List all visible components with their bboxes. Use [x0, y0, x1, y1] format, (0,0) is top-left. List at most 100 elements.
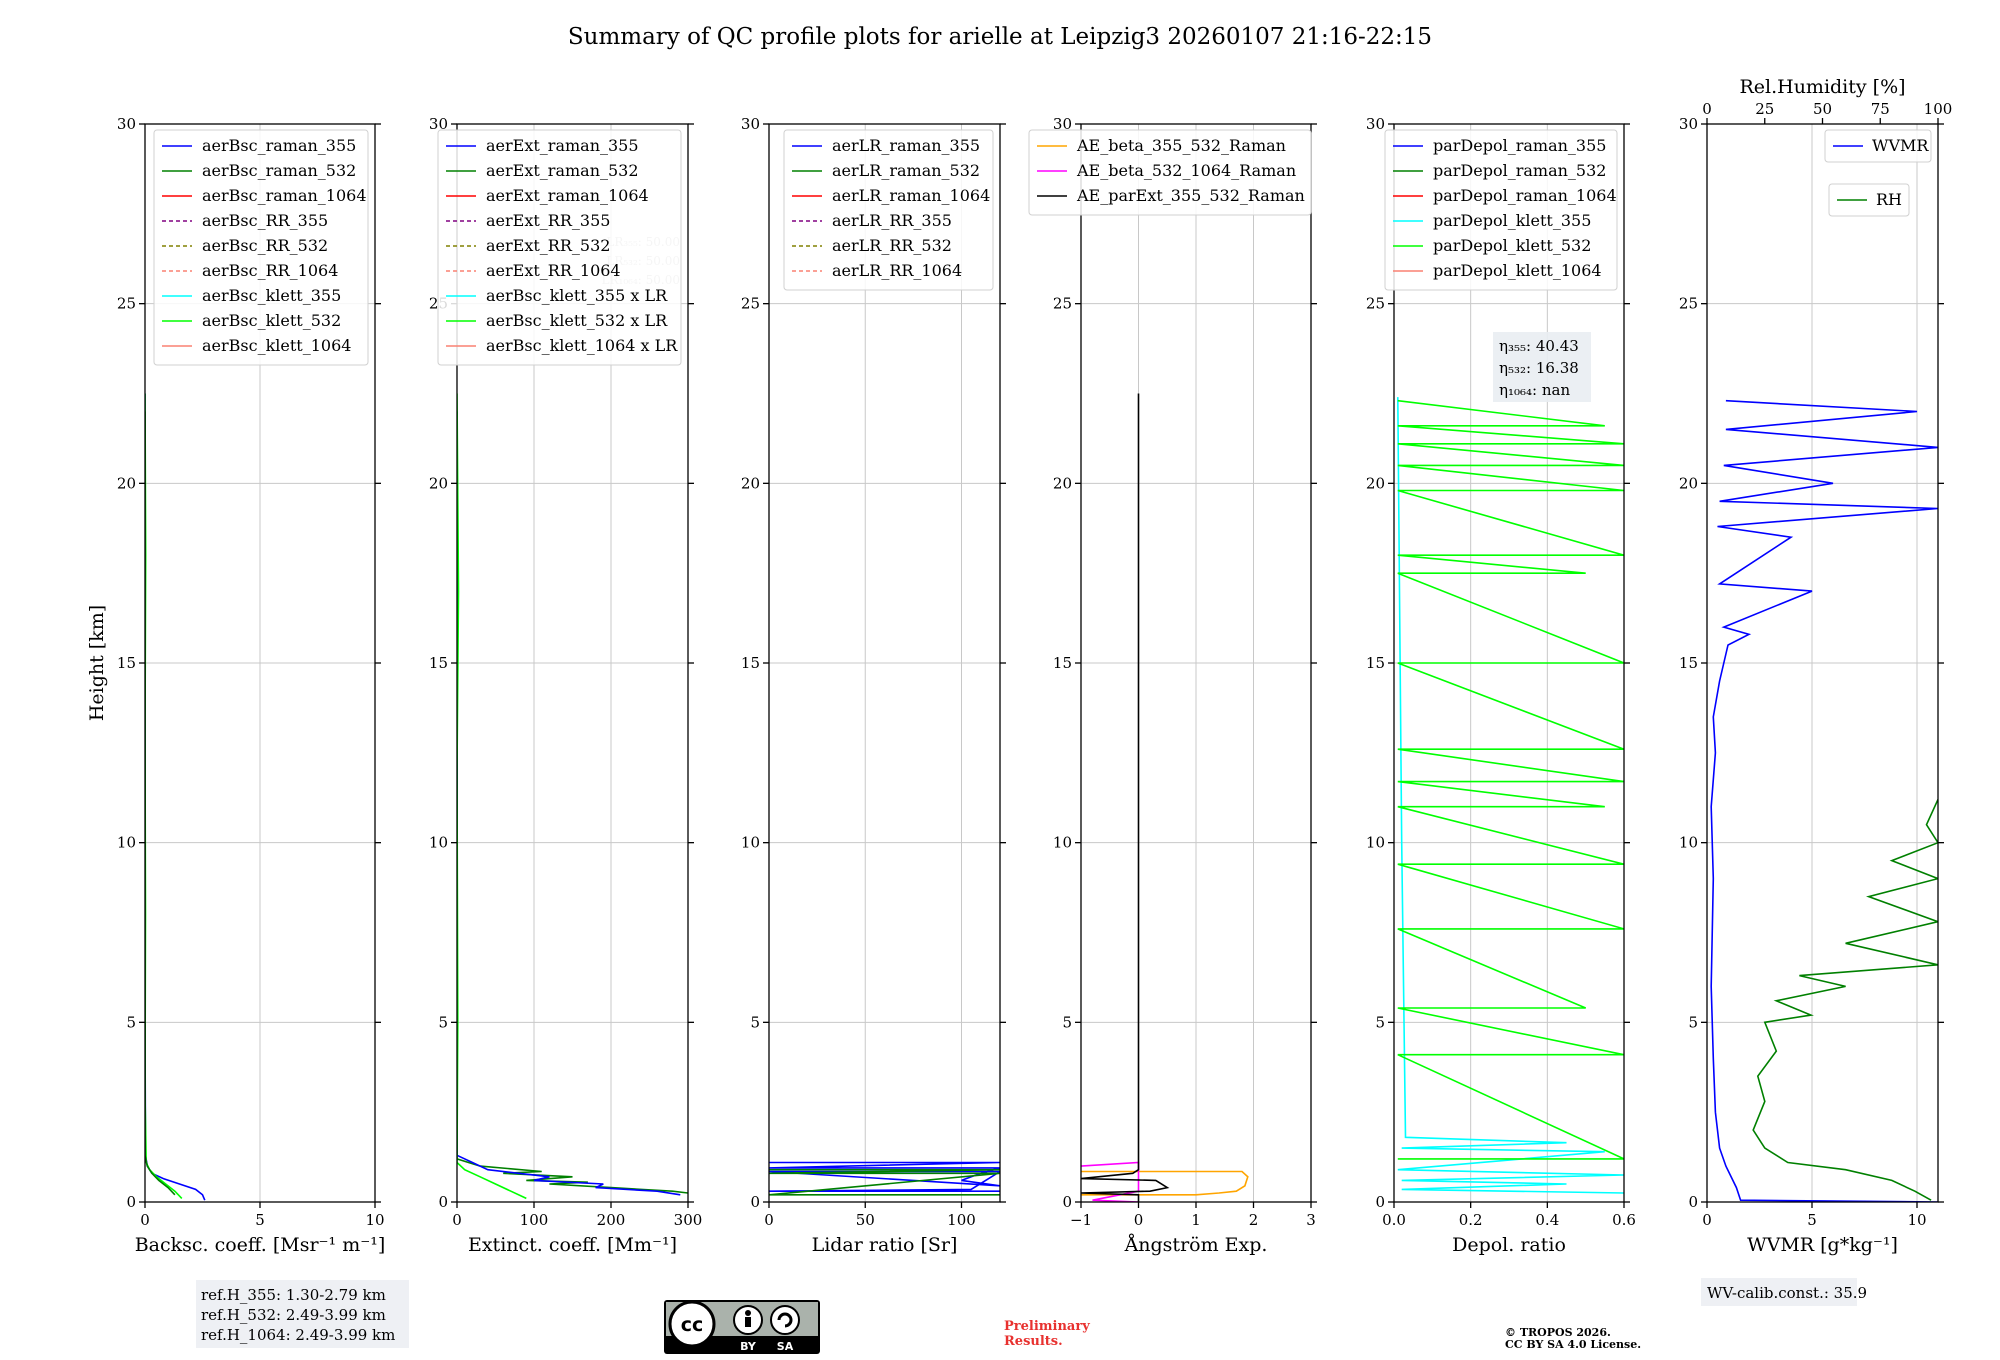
legend-label: parDepol_klett_532	[1433, 236, 1591, 255]
y-tick-label: 25	[1679, 295, 1698, 313]
y-tick-label: 5	[126, 1013, 136, 1031]
top-tick-label: 75	[1871, 100, 1890, 118]
legend-label: aerBsc_raman_1064	[202, 186, 367, 205]
series-line-AE_parExt_355_532_Raman	[1081, 393, 1170, 1202]
legend-box	[783, 129, 994, 291]
legend-label: aerBsc_klett_355 x LR	[486, 286, 668, 305]
legend-box	[1384, 129, 1618, 291]
legend-label: parDepol_raman_532	[1433, 161, 1606, 180]
legend-label: aerBsc_klett_532 x LR	[486, 311, 668, 330]
y-tick-label: 25	[1366, 295, 1385, 313]
legend-wvmr: WVMR	[1824, 129, 1932, 163]
x-axis-label: Ångström Exp.	[1124, 1234, 1268, 1256]
y-tick-label: 15	[1053, 654, 1072, 672]
eta-box: η₃₅₅: 40.43 η₅₃₂: 16.38 η₁₀₆₄: nan	[1493, 332, 1591, 402]
legend-label: AE_beta_532_1064_Raman	[1076, 161, 1296, 180]
wv-calib-bg	[1701, 1278, 1857, 1306]
y-tick-label: 0	[1062, 1193, 1072, 1211]
top-tick-label: 0	[1702, 100, 1712, 118]
y-tick-label: 30	[1679, 115, 1698, 133]
legend-label: aerLR_raman_532	[832, 161, 980, 180]
cc-license-badge: cc BY SA	[664, 1300, 820, 1354]
top-tick-label: 25	[1755, 100, 1774, 118]
y-tick-label: 30	[1053, 115, 1072, 133]
legend: parDepol_raman_355 parDepol_raman_532 parD…	[1384, 129, 1618, 291]
legend-label: aerExt_raman_355	[486, 136, 639, 155]
x-tick-label: 0.2	[1459, 1211, 1483, 1229]
x-tick-label: 0.6	[1612, 1211, 1636, 1229]
legend-label: aerLR_RR_355	[832, 211, 952, 230]
series-line-aerExt_raman_532	[457, 411, 688, 1194]
legend-label: aerLR_raman_355	[832, 136, 980, 155]
y-tick-label: 20	[1366, 474, 1385, 492]
series-group	[1710, 399, 1938, 1202]
panel-depol: 0 5 10 15 20 25 30 0.0 0.2 0.4 0.6 Depol. ratio parD…	[1366, 115, 1636, 1256]
preliminary-line-1: Preliminary	[1004, 1319, 1090, 1334]
x-tick-label: 3	[1306, 1211, 1316, 1229]
y-tick-label: 5	[438, 1013, 448, 1031]
legend-box	[437, 129, 682, 366]
legend: aerExt_raman_355 aerExt_raman_532 aerExt_r…	[437, 129, 682, 366]
x-tick-label: 100	[947, 1211, 976, 1229]
legend-label: aerBsc_RR_1064	[202, 261, 338, 280]
y-tick-label: 25	[1053, 295, 1072, 313]
eta-box-bg	[1493, 332, 1591, 402]
reference-height-text: ref.H_532: 2.49-3.99 km	[201, 1306, 386, 1324]
y-tick-label: 10	[741, 834, 760, 852]
cc-icon	[668, 1300, 716, 1348]
series-group	[1081, 393, 1249, 1202]
legend-label: aerExt_RR_532	[486, 236, 610, 255]
legend: aerLR_raman_355 aerLR_raman_532 aerLR_rama…	[783, 129, 994, 291]
preliminary-line-2: Results.	[1004, 1334, 1063, 1349]
x-tick-label: 1	[1191, 1211, 1201, 1229]
reference-height-bg	[196, 1280, 409, 1348]
eta-value: η₃₅₅: 40.43	[1499, 337, 1579, 355]
y-axis-label: Height [km]	[86, 605, 108, 721]
legend-label: aerBsc_raman_532	[202, 161, 356, 180]
x-tick-label: 0.4	[1535, 1211, 1559, 1229]
series-line-RH	[1752, 799, 1938, 1201]
series-group	[457, 393, 688, 1200]
series-line-aerBsc_raman_355	[145, 393, 206, 1201]
legend-label: RH	[1876, 190, 1902, 209]
legend-label: AE_beta_355_532_Raman	[1076, 136, 1286, 155]
legend-label: AE_parExt_355_532_Raman	[1076, 186, 1305, 205]
y-tick-label: 15	[1366, 654, 1385, 672]
y-tick-label: 5	[750, 1013, 760, 1031]
x-tick-label: −1	[1070, 1211, 1092, 1229]
legend-label: WVMR	[1872, 136, 1929, 155]
x-axis-label: Lidar ratio [Sr]	[812, 1234, 958, 1256]
series-line-parDepol_klett_355	[1397, 397, 1624, 1194]
legend-label: aerLR_RR_1064	[832, 261, 962, 280]
y-tick-label: 10	[1679, 834, 1698, 852]
cc-sa-text: SA	[777, 1340, 794, 1353]
series-group	[1397, 397, 1624, 1194]
legend-label: aerExt_RR_1064	[486, 261, 621, 280]
reference-height-box: ref.H_355: 1.30-2.79 km ref.H_532: 2.49-3…	[196, 1280, 409, 1348]
y-tick-label: 10	[117, 834, 136, 852]
y-tick-label: 30	[741, 115, 760, 133]
legend-box	[153, 129, 369, 366]
y-tick-label: 5	[1688, 1013, 1698, 1031]
y-tick-label: 20	[117, 474, 136, 492]
top-tick-label: 100	[1924, 100, 1953, 118]
series-line-aerLR_raman_532	[769, 1168, 1000, 1196]
series-group	[145, 393, 206, 1201]
y-tick-label: 0	[438, 1193, 448, 1211]
series-line-AE_beta_355_532_Raman	[1081, 1170, 1249, 1196]
y-tick-label: 30	[429, 115, 448, 133]
sa-icon	[770, 1305, 800, 1335]
top-axis-label: Rel.Humidity [%]	[1739, 76, 1905, 98]
series-group	[769, 1161, 1000, 1196]
reference-height-text: ref.H_1064: 2.49-3.99 km	[201, 1326, 395, 1344]
panel-lidar_ratio: 0 5 10 15 20 25 30 0 50 100 Lidar ratio [Sr] aerLR_…	[741, 115, 1006, 1256]
y-tick-label: 10	[1366, 834, 1385, 852]
series-line-AE_beta_532_1064_Raman	[1081, 1161, 1140, 1202]
series-line-aerBsc_klett_532	[145, 393, 183, 1199]
legend-label: aerBsc_raman_355	[202, 136, 356, 155]
y-tick-label: 30	[1366, 115, 1385, 133]
